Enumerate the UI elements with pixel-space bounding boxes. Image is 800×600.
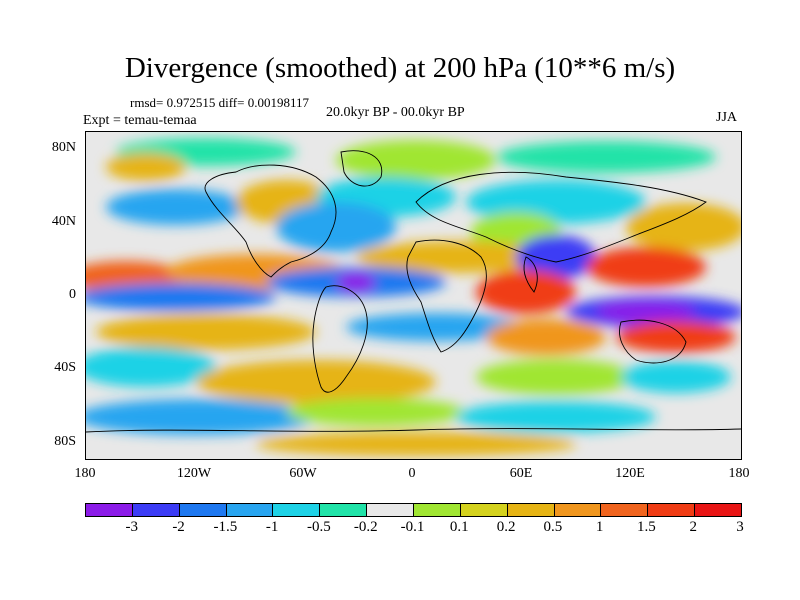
colorbar-label: -0.5 bbox=[307, 519, 331, 535]
colorbar-swatch bbox=[507, 504, 555, 516]
lon-label-180e: 180 bbox=[728, 466, 750, 481]
colorbar-swatch bbox=[367, 504, 415, 516]
period-label: 20.0kyr BP - 00.0kyr BP bbox=[326, 105, 465, 120]
colorbar-label: 0.2 bbox=[496, 519, 516, 535]
colorbar-label: -1 bbox=[265, 519, 279, 535]
colorbar-swatch bbox=[179, 504, 227, 516]
divergence-map-svg bbox=[86, 132, 741, 459]
lon-label-120e: 120E bbox=[615, 466, 645, 481]
colorbar-label: 1.5 bbox=[637, 519, 656, 535]
colorbar-label: 1 bbox=[595, 519, 604, 535]
colorbar-swatch bbox=[273, 504, 321, 516]
lat-label-80n: 80N bbox=[51, 140, 76, 155]
colorbar-swatch bbox=[86, 504, 133, 516]
lat-label-40s: 40S bbox=[54, 360, 76, 375]
rmsd-diff-stats: rmsd= 0.972515 diff= 0.00198117 bbox=[130, 95, 309, 110]
experiment-label: Expt = temau-temaa bbox=[83, 113, 197, 128]
lon-label-120w: 120W bbox=[176, 466, 212, 481]
colorbar-swatch bbox=[695, 504, 742, 516]
field-blobs bbox=[86, 138, 741, 456]
lon-label-60w: 60W bbox=[289, 466, 317, 481]
map-title: Divergence (smoothed) at 200 hPa (10**6 … bbox=[124, 52, 676, 84]
colorbar-swatch bbox=[648, 504, 696, 516]
divergence-map bbox=[85, 131, 742, 460]
colorbar-swatch bbox=[226, 504, 274, 516]
lon-label-180w: 180 bbox=[74, 466, 96, 481]
colorbar-swatch bbox=[554, 504, 602, 516]
colorbar-label: -0.1 bbox=[400, 519, 425, 535]
colorbar-label: -0.2 bbox=[353, 519, 378, 535]
colorbar-label: -3 bbox=[125, 519, 139, 535]
colorbar-label: -1.5 bbox=[213, 519, 238, 535]
colorbar-label: -2 bbox=[172, 519, 185, 535]
colorbar bbox=[85, 503, 742, 517]
season-label: JJA bbox=[716, 110, 738, 125]
lon-label-0: 0 bbox=[408, 466, 416, 481]
colorbar-swatch bbox=[601, 504, 649, 516]
colorbar-label: 0.5 bbox=[543, 519, 563, 535]
colorbar-swatch bbox=[460, 504, 508, 516]
colorbar-swatch bbox=[414, 504, 461, 516]
lon-label-60e: 60E bbox=[509, 466, 533, 481]
lat-label-40n: 40N bbox=[51, 214, 76, 229]
lat-label-0: 0 bbox=[69, 287, 76, 302]
colorbar-label: 0.1 bbox=[449, 519, 469, 535]
colorbar-label: 3 bbox=[736, 519, 744, 535]
colorbar-swatch bbox=[320, 504, 368, 516]
colorbar-swatch bbox=[132, 504, 180, 516]
colorbar-label: 2 bbox=[689, 519, 697, 535]
lat-label-80s: 80S bbox=[54, 434, 76, 449]
coastlines bbox=[86, 150, 741, 433]
